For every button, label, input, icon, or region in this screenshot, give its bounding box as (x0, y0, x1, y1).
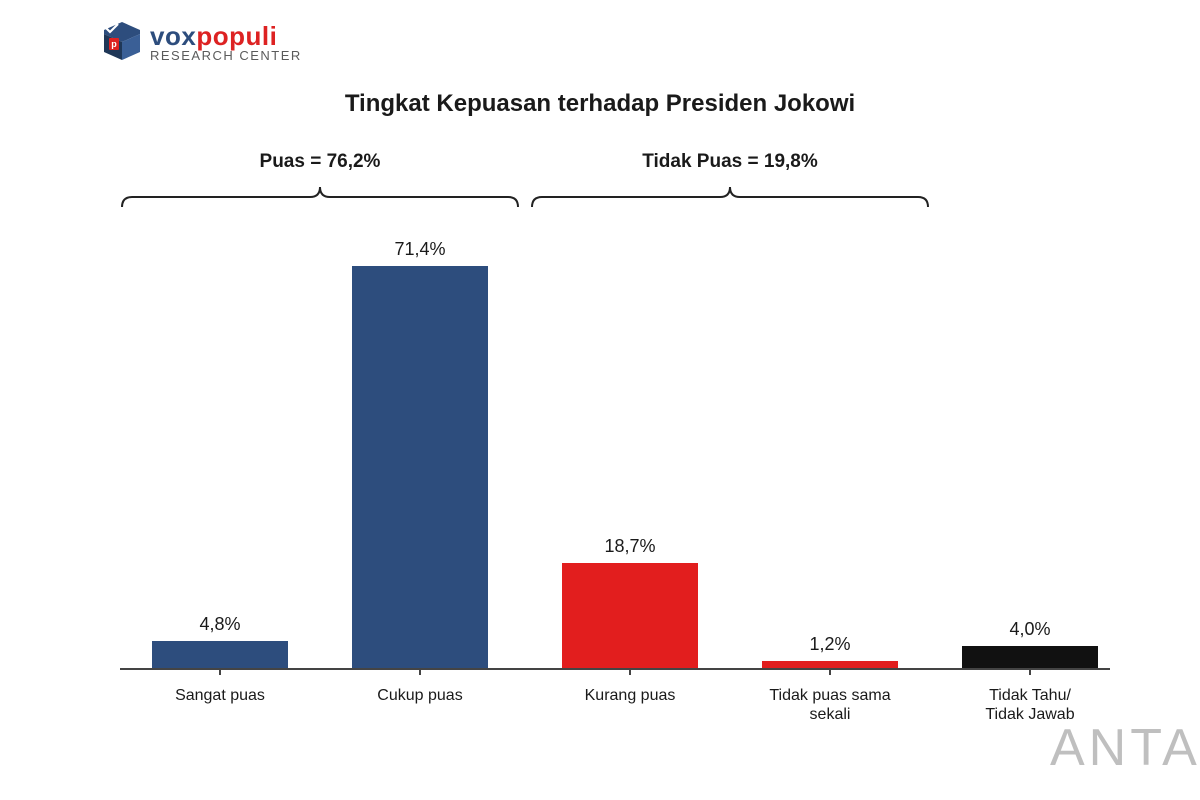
bar (762, 661, 898, 668)
bar-slot: 1,2% (740, 218, 920, 668)
brand-logo: p voxpopuli RESEARCH CENTER (100, 20, 302, 64)
bar (562, 563, 698, 668)
chart-area: Puas = 76,2% Tidak Puas = 19,8% 4,8% 71,4… (110, 155, 1120, 740)
bracket-shape (120, 183, 520, 209)
bar-value-label: 71,4% (330, 239, 510, 260)
axis-tick (219, 668, 221, 675)
category-label: Tidak puas samasekali (740, 686, 920, 724)
category-labels: Sangat puas Cukup puas Kurang puas Tidak pu… (120, 680, 1110, 740)
category-label: Kurang puas (540, 686, 720, 705)
bar-slot: 18,7% (540, 218, 720, 668)
brand-subtitle: RESEARCH CENTER (150, 49, 302, 62)
brand-text: voxpopuli RESEARCH CENTER (150, 23, 302, 62)
axis-tick (419, 668, 421, 675)
group-label: Tidak Puas = 19,8% (530, 151, 930, 173)
brand-part1: vox (150, 21, 196, 51)
voxpopuli-logo-icon: p (100, 20, 144, 64)
bar-slot: 71,4% (330, 218, 510, 668)
svg-text:p: p (111, 39, 117, 49)
axis-tick (1029, 668, 1031, 675)
bar-value-label: 4,8% (130, 614, 310, 635)
watermark-text: ANTA (1050, 718, 1200, 778)
bar (352, 266, 488, 668)
group-bracket: Tidak Puas = 19,8% (530, 155, 930, 215)
group-label: Puas = 76,2% (120, 151, 520, 173)
category-label: Sangat puas (130, 686, 310, 705)
bar-value-label: 18,7% (540, 536, 720, 557)
chart-title: Tingkat Kepuasan terhadap Presiden Jokow… (0, 90, 1200, 118)
bracket-shape (530, 183, 930, 209)
brand-part2: populi (196, 21, 277, 51)
bar-value-label: 4,0% (940, 619, 1120, 640)
bar-slot: 4,8% (130, 218, 310, 668)
bar (962, 646, 1098, 669)
plot-area: 4,8%71,4%18,7%1,2%4,0% (120, 220, 1110, 670)
axis-tick (629, 668, 631, 675)
bar (152, 641, 288, 668)
group-bracket: Puas = 76,2% (120, 155, 520, 215)
axis-tick (829, 668, 831, 675)
category-label: Cukup puas (330, 686, 510, 705)
bar-slot: 4,0% (940, 218, 1120, 668)
bar-value-label: 1,2% (740, 634, 920, 655)
